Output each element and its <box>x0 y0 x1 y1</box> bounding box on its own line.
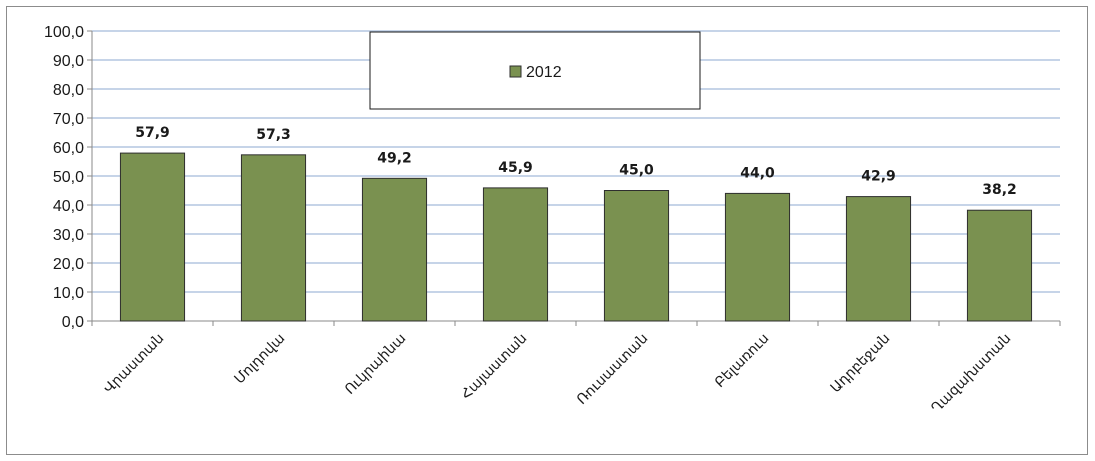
bar <box>361 177 428 322</box>
data-label: 45,0 <box>619 163 654 179</box>
y-tick-label: 60,0 <box>53 140 84 157</box>
y-tick-label: 40,0 <box>53 198 84 215</box>
bar <box>240 154 307 322</box>
y-tick-label: 0,0 <box>62 314 84 331</box>
data-label: 57,3 <box>256 127 291 143</box>
bar <box>482 187 549 322</box>
y-tick-label: 90,0 <box>53 53 84 70</box>
bar-chart: 0,0 10,0 20,0 30,0 40,0 50,0 60,0 70,0 80,0 90,0 1… <box>44 24 1061 417</box>
bar <box>724 192 791 322</box>
legend-label: 2012 <box>526 64 562 81</box>
category-label: Ադրբեջան <box>828 331 894 397</box>
y-tick-label: 50,0 <box>53 169 84 186</box>
category-label: Հայաստան <box>458 331 530 403</box>
y-tick-label: 30,0 <box>53 227 84 244</box>
y-tick-label: 80,0 <box>53 82 84 99</box>
bar <box>119 152 186 322</box>
bar <box>845 196 912 322</box>
y-tick-label: 20,0 <box>53 256 84 273</box>
data-label: 44,0 <box>740 165 775 181</box>
legend-swatch <box>509 65 522 78</box>
legend-box <box>369 31 701 110</box>
chart-frame: 0,0 10,0 20,0 30,0 40,0 50,0 60,0 70,0 80,0 90,0 1… <box>6 6 1088 455</box>
category-label: Վրաստան <box>101 331 168 398</box>
category-label: Ուկրաինա <box>342 331 409 398</box>
data-label: 49,2 <box>377 150 412 166</box>
y-tick-label: 70,0 <box>53 111 84 128</box>
category-label: Ղազախստան <box>928 331 1014 417</box>
data-label: 45,9 <box>498 160 533 176</box>
data-label: 42,9 <box>861 169 896 185</box>
category-label: Ռուսաստան <box>574 331 651 408</box>
data-label: 38,2 <box>982 182 1017 198</box>
data-label: 57,9 <box>135 125 170 141</box>
bar <box>603 190 670 322</box>
category-label: Մոլդովա <box>231 331 288 388</box>
y-tick-label: 100,0 <box>44 24 84 41</box>
category-label: Բելառուս <box>712 331 772 391</box>
y-tick-label: 10,0 <box>53 285 84 302</box>
bar <box>966 209 1033 322</box>
